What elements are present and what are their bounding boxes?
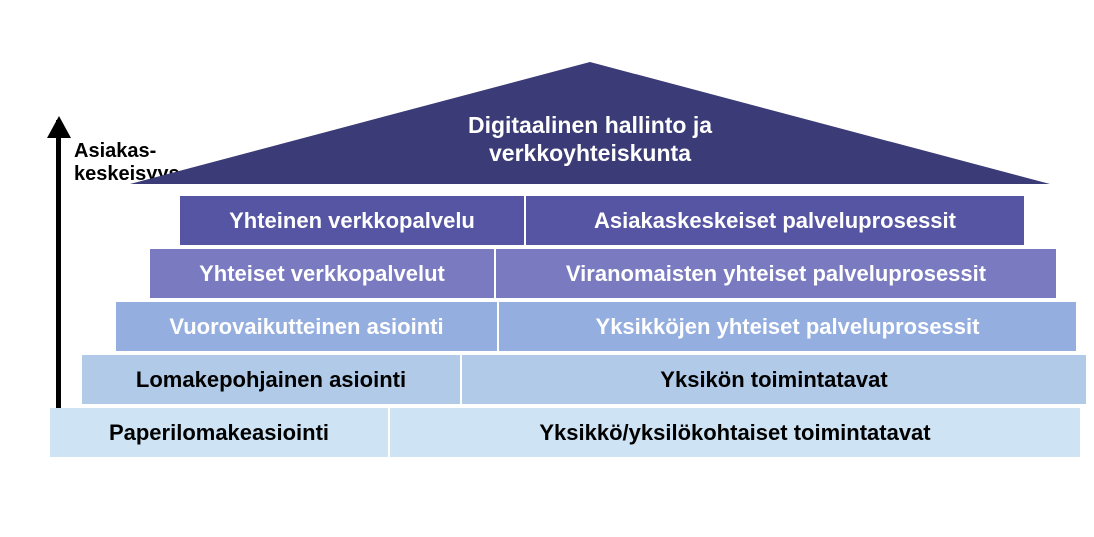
tier-1: Yhteiset verkkopalvelutViranomaisten yht… xyxy=(150,249,1056,298)
roof-label: Digitaalinen hallinto ja verkkoyhteiskun… xyxy=(380,112,800,167)
tier-4-cell-0: Paperilomakeasiointi xyxy=(50,408,390,457)
pyramid: Digitaalinen hallinto ja verkkoyhteiskun… xyxy=(50,60,1080,520)
tier-3-cell-1: Yksikön toimintatavat xyxy=(462,355,1086,404)
tier-2: Vuorovaikutteinen asiointiYksikköjen yht… xyxy=(116,302,1076,351)
tier-4: PaperilomakeasiointiYksikkö/yksilökohtai… xyxy=(50,408,1080,457)
tier-0: Yhteinen verkkopalveluAsiakaskeskeiset p… xyxy=(180,196,1024,245)
tier-3-cell-0: Lomakepohjainen asiointi xyxy=(82,355,462,404)
tier-1-cell-1: Viranomaisten yhteiset palveluprosessit xyxy=(496,249,1056,298)
tier-4-cell-1: Yksikkö/yksilökohtaiset toimintatavat xyxy=(390,408,1080,457)
tier-2-cell-1: Yksikköjen yhteiset palveluprosessit xyxy=(499,302,1076,351)
tier-2-cell-0: Vuorovaikutteinen asiointi xyxy=(116,302,499,351)
tier-0-cell-0: Yhteinen verkkopalvelu xyxy=(180,196,526,245)
tier-0-cell-1: Asiakaskeskeiset palveluprosessit xyxy=(526,196,1024,245)
tier-1-cell-0: Yhteiset verkkopalvelut xyxy=(150,249,496,298)
tier-3: Lomakepohjainen asiointiYksikön toiminta… xyxy=(82,355,1086,404)
